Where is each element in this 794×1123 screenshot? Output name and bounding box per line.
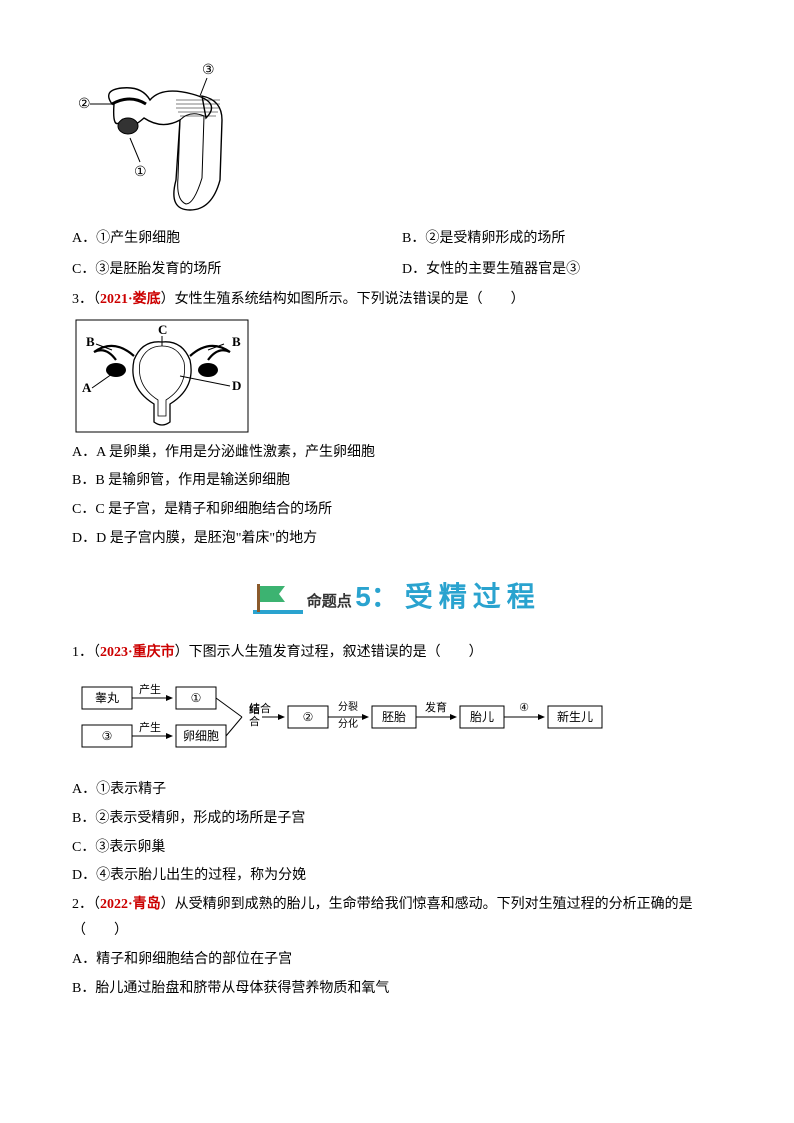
svg-text:睾丸: 睾丸 (95, 690, 119, 705)
lbl-D: D (232, 378, 241, 393)
opt-d: D．女性的主要生殖器官是③ (402, 257, 722, 284)
svg-text:新生儿: 新生儿 (557, 709, 593, 724)
question-5-2: 2．（2022·青岛）从受精卵到成熟的胎儿，生命带给我们惊喜和感动。下列对生殖过… (72, 892, 722, 945)
q52-opt-b: B．胎儿通过胎盘和脐带从母体获得营养物质和氧气 (72, 976, 722, 1003)
flowchart: 睾丸 产生 ① ③ 产生 卵细胞 结合 结 合 ② 分裂 分化 胚胎 发育 胎儿… (72, 679, 722, 768)
opt-a: A．①产生卵细胞 (72, 226, 402, 253)
prev-options-row2: C．③是胚胎发育的场所 D．女性的主要生殖器官是③ (72, 255, 722, 286)
figure-uterus-front: A B B C D (72, 316, 722, 436)
q51-opt-d: D．④表示胎儿出生的过程，称为分娩 (72, 863, 722, 890)
svg-text:③: ③ (102, 729, 113, 743)
q51-suffix: ）下图示人生殖发育过程，叙述错误的是（ ） (175, 645, 483, 660)
section-header-5: 命题点 5：受精过程 (72, 570, 722, 626)
q3-prefix: 3．（ (72, 292, 100, 307)
q52-suffix: ）从受精卵到成熟的胎儿，生命带给我们惊喜和感动。下列对生殖过程的分析正确的是（ … (72, 897, 693, 939)
q51-prefix: 1．（ (72, 645, 100, 660)
svg-text:①: ① (191, 691, 202, 705)
svg-text:胚胎: 胚胎 (382, 710, 406, 724)
flag-icon (253, 580, 303, 627)
question-3: 3．（2021·娄底）女性生殖系统结构如图所示。下列说法错误的是（ ） (72, 287, 722, 314)
svg-text:发育: 发育 (425, 700, 447, 714)
svg-text:产生: 产生 (139, 682, 161, 696)
svg-text:卵细胞: 卵细胞 (183, 729, 219, 743)
svg-text:结: 结 (249, 703, 260, 716)
opt-b: B．②是受精卵形成的场所 (402, 226, 722, 253)
mingti-label: 命题点 (307, 594, 352, 610)
question-5-1: 1．（2023·重庆市）下图示人生殖发育过程，叙述错误的是（ ） (72, 640, 722, 667)
prev-options-row1: A．①产生卵细胞 B．②是受精卵形成的场所 (72, 224, 722, 255)
header-num: 5： (355, 581, 399, 612)
lbl-B-left: B (86, 334, 95, 349)
q3-opt-a: A．A 是卵巢，作用是分泌雌性激素，产生卵细胞 (72, 440, 722, 467)
svg-text:④: ④ (519, 702, 529, 714)
svg-text:②: ② (303, 710, 314, 724)
q3-suffix: ）女性生殖系统结构如图所示。下列说法错误的是（ ） (161, 292, 525, 307)
header-title: 受精过程 (405, 581, 541, 612)
q3-source: 2021·娄底 (100, 292, 161, 307)
figure-uterus-side: ③ ② ① (72, 60, 722, 220)
svg-text:产生: 产生 (139, 720, 161, 734)
q51-opt-a: A．①表示精子 (72, 777, 722, 804)
svg-text:分裂: 分裂 (338, 700, 358, 713)
svg-text:合: 合 (249, 714, 260, 728)
q3-opt-d: D．D 是子宫内膜，是胚泡"着床"的地方 (72, 526, 722, 553)
q52-opt-a: A．精子和卵细胞结合的部位在子宫 (72, 947, 722, 974)
q51-opt-b: B．②表示受精卵，形成的场所是子宫 (72, 806, 722, 833)
label-2: ② (78, 97, 91, 112)
q3-opt-c: C．C 是子宫，是精子和卵细胞结合的场所 (72, 497, 722, 524)
svg-text:胎儿: 胎儿 (470, 710, 494, 724)
lbl-A: A (82, 380, 92, 395)
q51-source: 2023·重庆市 (100, 645, 175, 660)
q51-opt-c: C．③表示卵巢 (72, 835, 722, 862)
lbl-C: C (158, 322, 167, 337)
svg-text:分化: 分化 (338, 717, 358, 730)
opt-c: C．③是胚胎发育的场所 (72, 257, 402, 284)
lbl-B-right: B (232, 334, 241, 349)
q52-prefix: 2．（ (72, 897, 100, 912)
label-1: ① (134, 165, 147, 180)
q3-opt-b: B．B 是输卵管，作用是输送卵细胞 (72, 468, 722, 495)
label-3: ③ (202, 63, 215, 78)
q52-source: 2022·青岛 (100, 897, 161, 912)
